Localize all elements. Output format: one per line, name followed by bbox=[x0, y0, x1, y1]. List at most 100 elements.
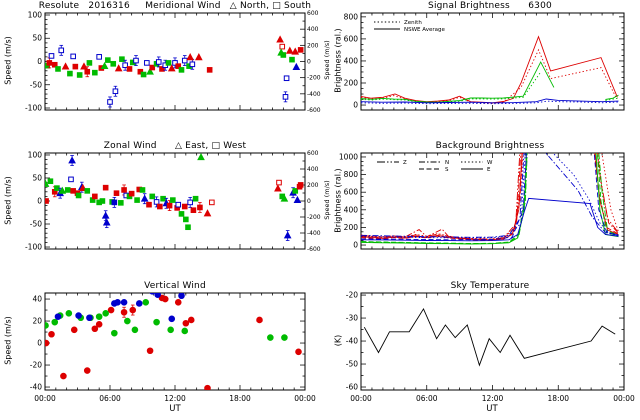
data-point bbox=[293, 195, 302, 203]
x-tick-label: 18:00 bbox=[547, 394, 569, 403]
data-point bbox=[276, 35, 284, 43]
data-point bbox=[181, 327, 189, 335]
y-tick-label: -100 bbox=[25, 104, 42, 113]
data-point bbox=[274, 184, 282, 192]
series-line bbox=[361, 197, 619, 242]
data-point bbox=[192, 195, 199, 202]
zonal-y-axis-label: Speed (m/s) bbox=[3, 176, 13, 225]
x-tick-label: 00:00 bbox=[613, 394, 635, 403]
series-line bbox=[361, 35, 618, 104]
x-tick-label: 06:00 bbox=[416, 394, 438, 403]
data-point bbox=[289, 56, 295, 63]
x-tick-label: 12:00 bbox=[482, 394, 504, 403]
data-point bbox=[295, 348, 302, 356]
data-layer bbox=[363, 307, 616, 367]
y-tick-label: 200 bbox=[344, 78, 359, 87]
y-tick-label: 20 bbox=[32, 317, 42, 326]
data-point bbox=[86, 60, 93, 66]
data-point bbox=[281, 334, 288, 341]
meridional-right-axis-label: Speed (m/s) bbox=[323, 40, 331, 80]
data-point bbox=[170, 197, 176, 203]
data-point bbox=[186, 53, 195, 61]
y2-tick-label: -600 bbox=[307, 246, 321, 253]
data-point bbox=[153, 318, 160, 326]
data-point bbox=[168, 315, 176, 323]
signal-y-axis-label: Brightness (ral.) bbox=[333, 28, 343, 93]
plot-box bbox=[44, 292, 306, 391]
vertical-y-axis-label: Speed (m/s) bbox=[3, 316, 13, 365]
data-point bbox=[114, 299, 121, 306]
data-point bbox=[292, 188, 299, 194]
series-line bbox=[361, 153, 619, 238]
series-line bbox=[361, 98, 619, 104]
data-point bbox=[51, 318, 59, 326]
y-tick-label: 800 bbox=[344, 170, 359, 179]
y-tick-label: -40 bbox=[346, 337, 358, 346]
background-brightness-title: Background Brightness bbox=[435, 141, 545, 151]
data-point bbox=[154, 293, 161, 298]
data-point bbox=[175, 63, 182, 69]
data-point bbox=[100, 61, 109, 70]
meridional-wind-title: Resolute 2016316 Meridional Wind △ North… bbox=[38, 1, 312, 11]
series-line bbox=[361, 153, 619, 240]
panel-mer: 100 50 0 -50 -100 600 400 200 0 -200 -400 -600 bbox=[25, 10, 321, 114]
series-line bbox=[361, 153, 619, 245]
y-tick-label: 600 bbox=[344, 188, 359, 197]
data-point bbox=[183, 216, 189, 223]
x-tick-label: 00:00 bbox=[350, 394, 372, 403]
series-line bbox=[361, 153, 619, 240]
y-tick-label: 40 bbox=[32, 295, 42, 304]
data-point bbox=[166, 202, 173, 209]
sky-y-axis-label: (K) bbox=[333, 334, 343, 347]
data-layer bbox=[361, 35, 619, 105]
y-tick-label: -20 bbox=[30, 361, 42, 370]
axis-ticks bbox=[360, 13, 625, 110]
legend-label: Zenith bbox=[404, 20, 422, 26]
legend-label: Z bbox=[403, 160, 407, 166]
data-point bbox=[204, 384, 211, 390]
data-point bbox=[178, 67, 185, 73]
data-point bbox=[80, 62, 88, 70]
y-tick-label: 1000 bbox=[339, 152, 358, 161]
data-point bbox=[58, 47, 65, 54]
data-point bbox=[194, 53, 203, 61]
data-point bbox=[197, 204, 203, 211]
data-point bbox=[107, 306, 115, 314]
data-point bbox=[70, 53, 76, 60]
data-point bbox=[105, 57, 111, 63]
data-point bbox=[83, 367, 91, 374]
data-point bbox=[172, 60, 178, 66]
y-tick-label: -50 bbox=[30, 220, 42, 229]
data-point bbox=[174, 299, 182, 306]
y-tick-label: -50 bbox=[30, 80, 42, 89]
signal-brightness-title: Signal Brightness 6300 bbox=[428, 1, 552, 11]
y2-tick-label: 200 bbox=[307, 182, 319, 189]
y2-tick-label: -200 bbox=[307, 214, 321, 221]
data-point bbox=[112, 88, 119, 95]
x-axis-label-left: UT bbox=[169, 404, 181, 414]
data-point bbox=[45, 322, 49, 329]
data-point bbox=[153, 199, 160, 205]
data-point bbox=[86, 314, 93, 322]
data-point bbox=[119, 56, 125, 62]
data-point bbox=[122, 62, 128, 69]
data-point bbox=[187, 316, 195, 324]
data-point bbox=[190, 207, 197, 214]
y2-tick-label: -400 bbox=[307, 230, 321, 237]
data-point bbox=[157, 203, 163, 210]
y-tick-label: 0 bbox=[37, 197, 42, 206]
data-point bbox=[292, 62, 301, 70]
x-tick-label: 06:00 bbox=[99, 394, 121, 403]
data-point bbox=[102, 310, 109, 317]
data-point bbox=[113, 190, 120, 196]
y-tick-label: 100 bbox=[28, 150, 43, 159]
data-point bbox=[149, 193, 156, 200]
data-point bbox=[126, 66, 133, 72]
x-axis-label-right: UT bbox=[486, 404, 498, 414]
axis-ticks bbox=[44, 152, 306, 250]
legend: Z NS WE bbox=[377, 160, 493, 173]
zonal-wind-title: Zonal Wind △ East, □ West bbox=[103, 141, 247, 151]
panel-bg: 1000 800 600 400 200 0 Z NS WE bbox=[339, 152, 625, 250]
data-point bbox=[291, 47, 300, 55]
